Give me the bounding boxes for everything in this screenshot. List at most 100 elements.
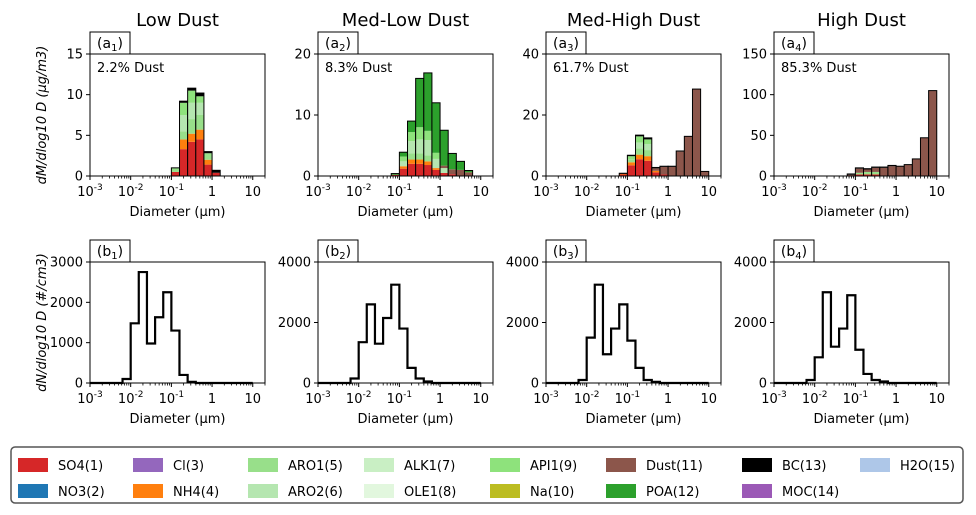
panel-mass-1: 0 5 10 15 10-3 10-2 10-1 1 10 Diameter (μm) (a1) 2.… (66, 31, 266, 220)
bar-segment (887, 166, 897, 176)
legend-item: POA(12) (606, 484, 699, 500)
bar-segment (415, 159, 424, 164)
legend-item: SO4(1) (18, 458, 103, 474)
bar-segment (855, 168, 864, 173)
bar-segment (896, 166, 905, 176)
legend-label: ALK1(7) (404, 459, 455, 474)
y-tick-label: 2000 (50, 296, 83, 311)
panel-label-text: (b1) (97, 244, 123, 262)
panel-label-box (317, 31, 359, 55)
x-tick-label: 10 (700, 185, 717, 200)
bar-segment (203, 151, 213, 154)
x-tick-label: 1 (436, 392, 444, 407)
bar-segment (195, 93, 204, 97)
x-axis-label: Diameter (μm) (814, 412, 910, 427)
bar-segment (187, 88, 196, 91)
number-distribution-line (90, 270, 253, 385)
panel-label: (b3) (545, 239, 587, 263)
legend-label: SO4(1) (58, 459, 103, 474)
legend-swatch (133, 458, 163, 472)
bar-segment (423, 140, 432, 156)
bar-segment (863, 169, 872, 172)
legend-item: Dust(11) (606, 458, 703, 474)
x-tick-label: 10-1 (843, 390, 869, 407)
x-tick-label: 10-1 (387, 183, 413, 200)
bar-segment (423, 165, 432, 176)
bar-segment (195, 139, 204, 176)
x-tick-label: 10-1 (387, 390, 413, 407)
y-tick-label: 2000 (734, 316, 767, 331)
bar-segment (415, 139, 424, 154)
bar-segment (179, 131, 188, 140)
number-distribution-line (774, 291, 937, 385)
y-tick-label: 0 (303, 170, 311, 185)
legend-label: OLE1(8) (404, 485, 456, 500)
legend-label: POA(12) (646, 485, 699, 500)
bar-segment (179, 149, 188, 176)
y-tick-label: 0 (303, 377, 311, 392)
x-tick-label: 1 (208, 392, 216, 407)
y-tick-label: 50 (750, 129, 767, 144)
bar-segment (619, 174, 628, 176)
bar-segment (195, 129, 204, 140)
bar-segment (928, 90, 937, 176)
panel-label-box (773, 239, 815, 263)
bar-segment (431, 152, 441, 159)
column-title: Med-Low Dust (342, 10, 469, 31)
y-tick-label: 0 (75, 170, 83, 185)
bar-segment (399, 161, 408, 167)
bar-segment (643, 156, 652, 161)
axes-frame (773, 53, 950, 177)
bar-segment (871, 174, 880, 176)
panel-label: (b2) (317, 239, 359, 263)
x-tick-label: 1 (664, 185, 672, 200)
bar-segment (423, 155, 432, 162)
bar-segment (187, 141, 196, 176)
legend-label: Cl(3) (173, 459, 204, 474)
x-tick-label: 10-3 (77, 390, 103, 407)
bar-segment (399, 152, 408, 157)
y-tick-label: 2000 (278, 316, 311, 331)
x-tick-label: 10-1 (843, 183, 869, 200)
x-tick-label: 10 (244, 185, 261, 200)
x-tick-label: 10-1 (159, 390, 185, 407)
legend-swatch (490, 458, 520, 472)
x-tick-label: 10-1 (615, 390, 641, 407)
bar-segment (627, 156, 636, 160)
legend-item: Cl(3) (133, 458, 204, 474)
x-tick-label: 10 (700, 392, 717, 407)
legend-swatch (18, 458, 48, 472)
legend-swatch (133, 484, 163, 498)
bar-segment (627, 162, 636, 166)
bar-segment (456, 169, 465, 176)
x-axis-label: Diameter (μm) (130, 205, 226, 220)
bar-segment (635, 142, 644, 149)
bar-segment (464, 172, 473, 176)
bar-segment (464, 170, 473, 173)
x-axis-label: Diameter (μm) (358, 412, 454, 427)
panel-label-text: (b3) (553, 244, 579, 262)
x-tick-label: 1 (664, 392, 672, 407)
legend-item: ALK1(7) (364, 458, 455, 474)
bar-segment (440, 130, 449, 166)
panel-number-3: 0 2000 4000 10-3 10-2 10-1 1 10 Diameter (μm) (b3… (506, 239, 722, 427)
bar-segment (179, 115, 188, 132)
legend-label: NH4(4) (173, 485, 219, 500)
legend-item: ARO1(5) (248, 458, 343, 474)
x-tick-label: 10 (244, 392, 261, 407)
bar-segment (179, 101, 188, 103)
panel-number-2: 0 2000 4000 10-3 10-2 10-1 1 10 Diameter (μm) (b2… (278, 239, 494, 427)
x-tick-label: 10-2 (118, 390, 144, 407)
legend-label: H2O(15) (900, 459, 955, 474)
x-tick-label: 10 (928, 185, 945, 200)
bar-segment (440, 165, 449, 169)
y-tick-label: 20 (522, 109, 539, 124)
legend-label: Dust(11) (646, 459, 703, 474)
bar-segment (692, 89, 701, 176)
legend-swatch (860, 458, 890, 472)
y-tick-label: 4000 (506, 256, 539, 271)
bar-segment (855, 172, 864, 175)
bar-segment (659, 166, 669, 175)
x-tick-label: 10-2 (346, 183, 372, 200)
bar-segment (179, 102, 188, 115)
